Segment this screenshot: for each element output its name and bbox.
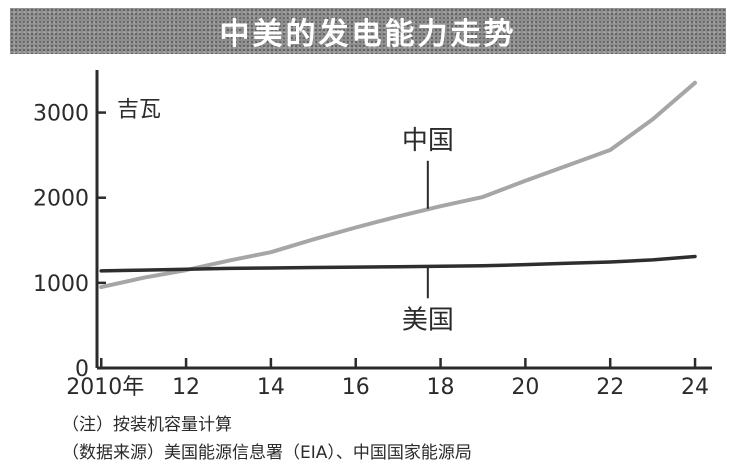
- chart-title-banner: 中美的发电能力走势: [10, 8, 726, 54]
- y-ticks: 0 1000 2000 3000: [33, 102, 106, 382]
- footnote-source: （数据来源）美国能源信息署（EIA）、中国国家能源局: [62, 443, 472, 463]
- x-tick-label: 2010年: [66, 375, 144, 400]
- x-tick-label: 22: [596, 375, 624, 400]
- series-line-china: [99, 80, 697, 290]
- x-tick-label: 16: [342, 375, 370, 400]
- y-tick-label: 1000: [33, 272, 89, 297]
- x-ticks: 2010年 12 14 16 18 20 22 24: [66, 358, 709, 400]
- y-unit-label: 吉瓦: [117, 98, 161, 123]
- footnote-note: （注）按装机容量计算: [62, 415, 232, 435]
- x-tick-label: 18: [427, 375, 455, 400]
- x-tick-label: 20: [511, 375, 539, 400]
- y-tick-label: 0: [75, 357, 89, 382]
- series-line-usa: [99, 254, 697, 273]
- y-tick-label: 2000: [33, 187, 89, 212]
- y-tick-label: 3000: [33, 102, 89, 127]
- x-tick-label: 12: [172, 375, 200, 400]
- series-lines: [99, 80, 697, 290]
- x-tick-label: 24: [681, 375, 709, 400]
- chart-title: 中美的发电能力走势: [219, 17, 517, 52]
- series-label-china: 中国: [402, 126, 454, 156]
- series-label-usa: 美国: [402, 305, 454, 335]
- x-tick-label: 14: [257, 375, 285, 400]
